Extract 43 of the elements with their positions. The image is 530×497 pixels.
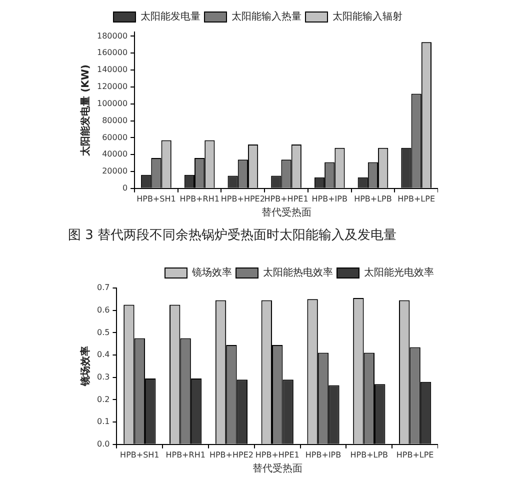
- y-tick-label: 60000: [102, 132, 128, 142]
- x-tick-label: HPB+RH1: [180, 194, 220, 204]
- x-tick-label: HPB+HPE2: [209, 450, 254, 460]
- y-tick-label: 0.2: [96, 394, 110, 404]
- x-tick-label: HPB+SH1: [120, 450, 160, 460]
- x-tick-label: HPB+HPE1: [255, 450, 300, 460]
- y-tick-label: 160000: [96, 48, 128, 58]
- y-tick-label: 100000: [96, 98, 128, 108]
- legend-label: 太阳能光电效率: [364, 266, 434, 279]
- y-tick-label: 0.4: [96, 350, 110, 360]
- legend-label: 太阳能发电量: [140, 10, 200, 23]
- y-tick-label: 0.7: [96, 283, 110, 292]
- y-tick-label: 80000: [102, 116, 128, 125]
- y-tick-label: 0.3: [96, 372, 110, 382]
- x-tick-label: HPB+IPB: [305, 450, 342, 460]
- x-axis-title: 替代受热面: [252, 462, 302, 475]
- y-tick-label: 0: [122, 183, 128, 192]
- legend-label: 镜场效率: [191, 266, 232, 279]
- x-tick-label: HPB+RH1: [166, 450, 206, 460]
- legend-label: 太阳能热电效率: [263, 266, 333, 279]
- y-tick-label: 0.0: [96, 439, 110, 448]
- x-axis-title: 替代受热面: [261, 206, 312, 219]
- y-tick-label: 180000: [96, 31, 128, 40]
- x-tick-label: HPB+IPB: [312, 194, 348, 204]
- y-tick-label: 140000: [96, 65, 128, 74]
- x-tick-label: HPB+LPB: [350, 450, 388, 460]
- x-tick-label: HPB+LPE: [398, 194, 436, 204]
- y-tick-label: 0.5: [96, 328, 110, 337]
- y-axis-title: 太阳能发电量 (KW): [80, 64, 92, 157]
- legend-label: 太阳能输入辐射: [332, 10, 402, 23]
- y-tick-label: 40000: [102, 150, 128, 159]
- x-tick-label: HPB+LPE: [396, 450, 434, 460]
- x-tick-label: HPB+LPB: [354, 194, 392, 204]
- y-tick-label: 20000: [102, 166, 128, 176]
- x-tick-label: HPB+SH1: [136, 194, 176, 204]
- x-tick-label: HPB+HPE1: [264, 194, 308, 204]
- caption: 图 3 替代两段不同余热锅炉受热面时太阳能输入及发电量: [68, 227, 398, 244]
- y-tick-label: 120000: [96, 82, 128, 92]
- x-tick-label: HPB+HPE2: [220, 194, 265, 204]
- y-axis-title: 镜场效率: [80, 346, 92, 388]
- legend-label: 太阳能输入热量: [232, 10, 302, 23]
- y-tick-label: 0.1: [96, 417, 110, 426]
- y-tick-label: 0.6: [96, 305, 110, 314]
